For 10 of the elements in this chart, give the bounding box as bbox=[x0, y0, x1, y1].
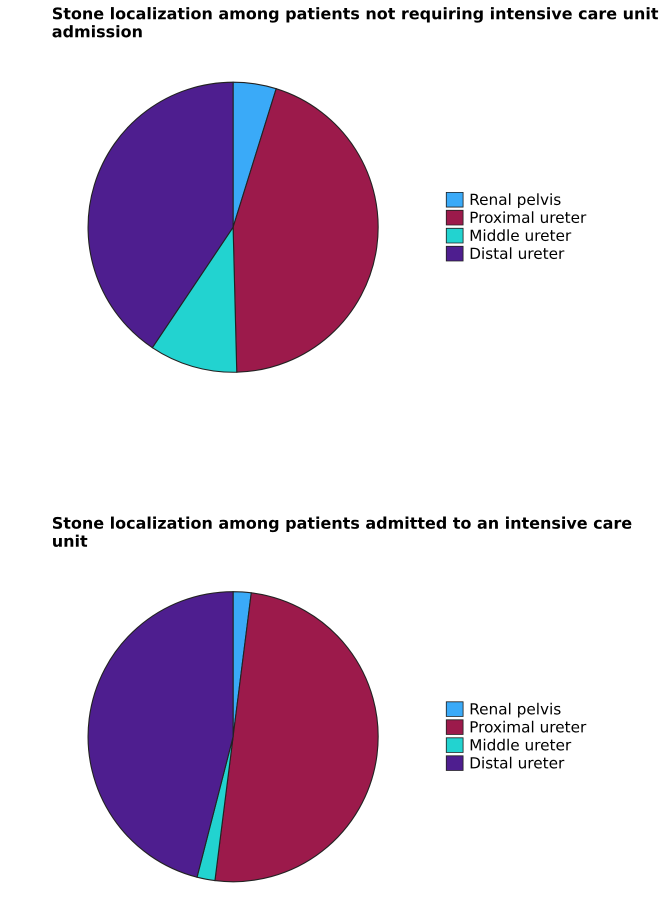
legend-label: Distal ureter bbox=[470, 756, 564, 769]
legend-label: Middle ureter bbox=[470, 738, 572, 751]
legend-label: Proximal ureter bbox=[470, 720, 586, 733]
legend-label: Distal ureter bbox=[470, 247, 564, 260]
legend-label: Proximal ureter bbox=[470, 211, 586, 224]
chart-title: Stone localization among patients not requiring intensive care unit admission bbox=[52, 7, 658, 38]
chart-title: Stone localization among patients admitted to an intensive care unit bbox=[52, 516, 632, 547]
legend-label: Renal pelvis bbox=[470, 193, 561, 208]
legend-label: Middle ureter bbox=[470, 229, 572, 242]
legend-label: Renal pelvis bbox=[470, 702, 561, 718]
